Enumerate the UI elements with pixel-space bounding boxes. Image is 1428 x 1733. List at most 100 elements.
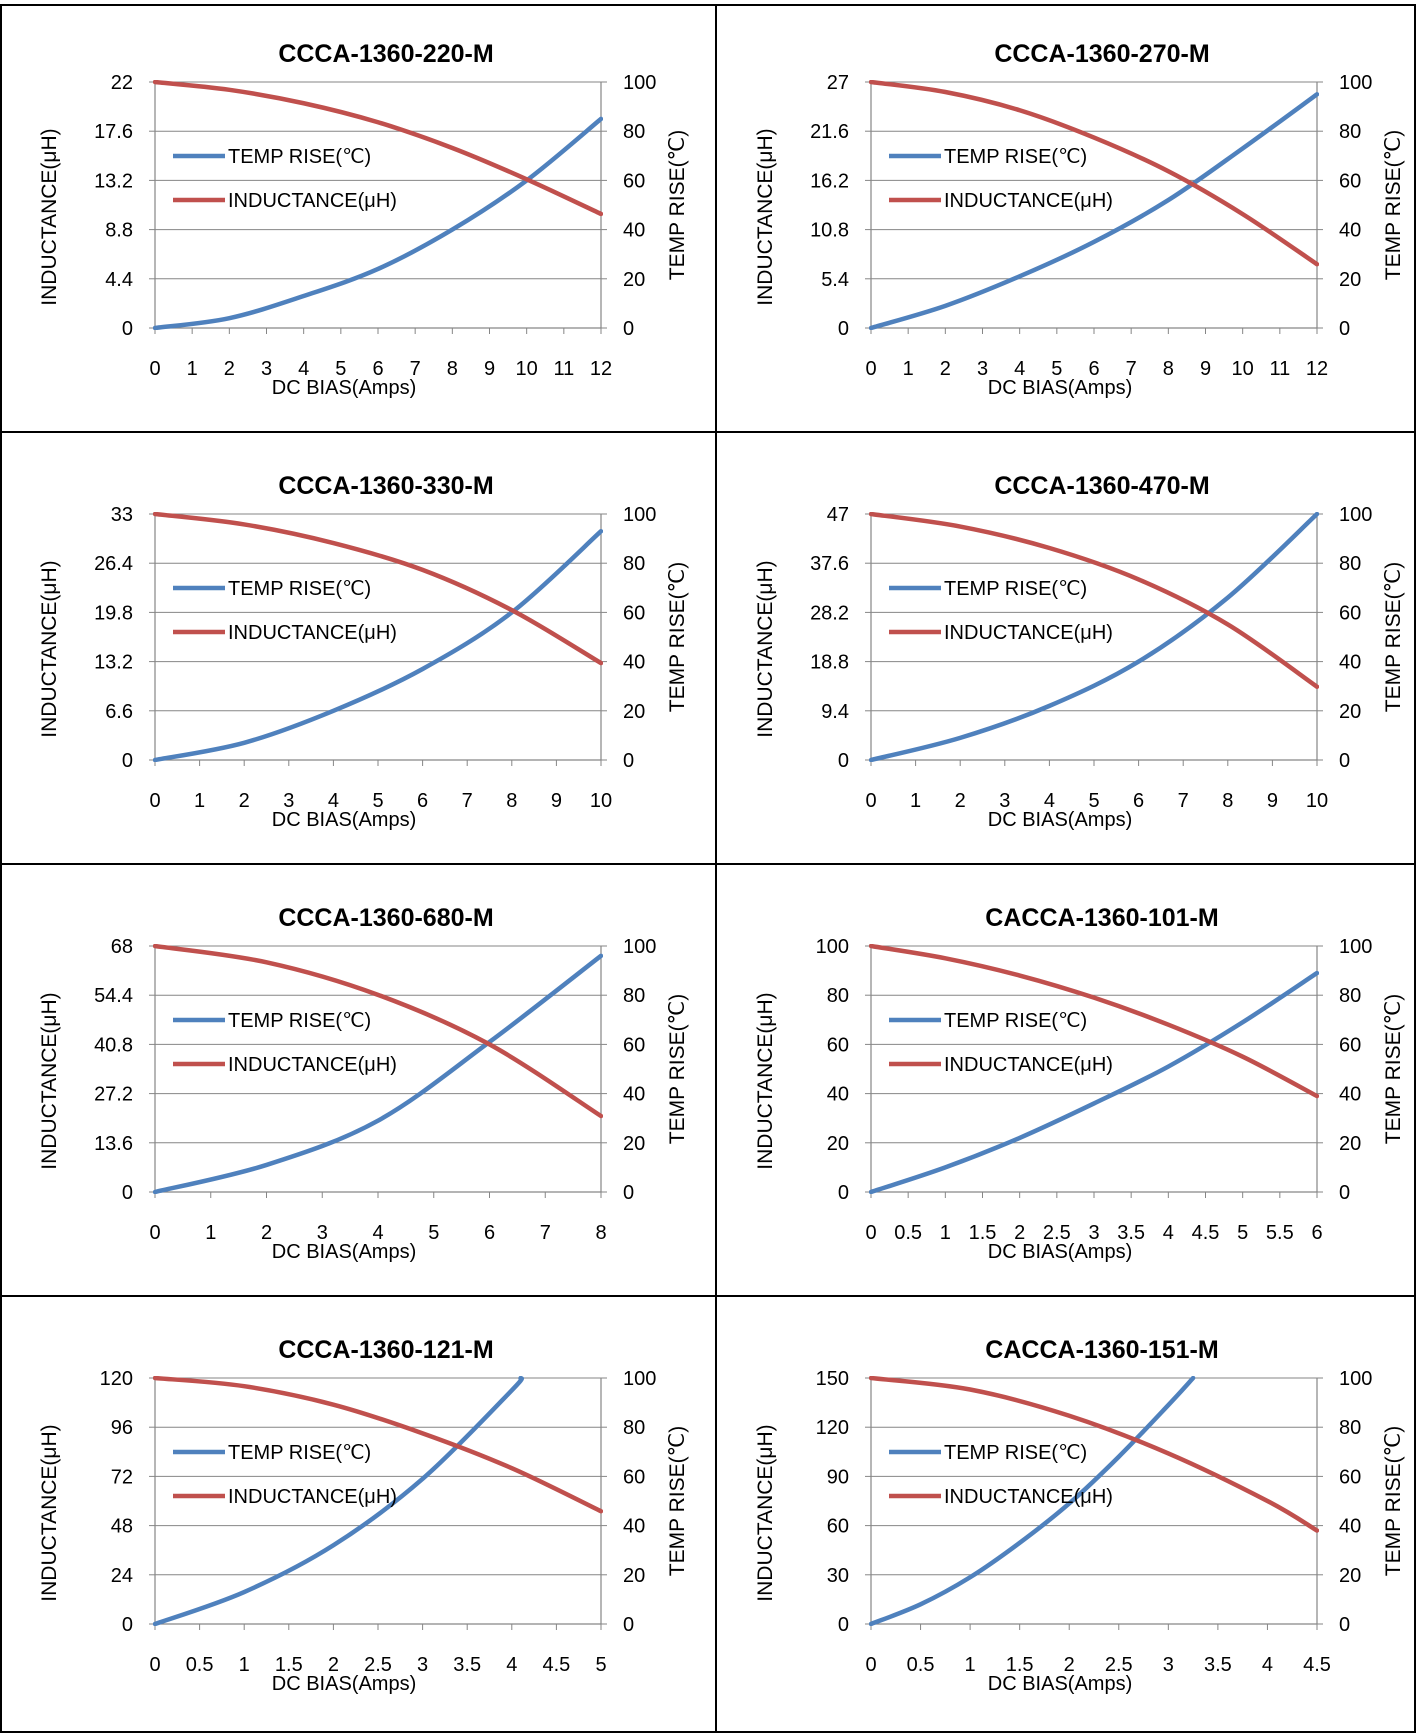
x-tick-label: 0: [149, 358, 160, 380]
y-right-tick-label: 100: [1339, 72, 1372, 94]
y-right-tick-label: 80: [1339, 985, 1361, 1007]
x-tick-label: 5: [428, 1222, 439, 1244]
legend-temp-label: TEMP RISE(℃): [944, 578, 1087, 600]
table-column-divider: [715, 4, 717, 1733]
legend-temp-label: TEMP RISE(℃): [228, 1010, 371, 1032]
temp-rise-line: [869, 92, 1319, 330]
x-tick-label: 8: [1163, 358, 1174, 380]
x-tick-label: 1.5: [1006, 1654, 1034, 1676]
x-tick-label: 3: [1088, 1222, 1099, 1244]
temp-rise-line: [153, 528, 603, 762]
legend-temp-label: TEMP RISE(℃): [944, 1442, 1087, 1464]
table-row-divider: [0, 431, 1416, 433]
y-right-tick-label: 60: [1339, 1466, 1361, 1488]
x-tick-label: 10: [1232, 358, 1254, 380]
x-tick-label: 0: [865, 1222, 876, 1244]
y-left-tick-label: 100: [816, 936, 849, 958]
y-left-tick-label: 13.2: [94, 652, 133, 674]
y-left-axis-label: INDUCTANCE(μH): [38, 1424, 61, 1601]
x-tick-label: 2: [1014, 1222, 1025, 1244]
x-tick-label: 8: [1222, 790, 1233, 812]
x-tick-label: 5.5: [1266, 1222, 1294, 1244]
chart-cell: CCCA-1360-680-M 0 0 13.6 20 27.2 40 40.8 60 54.4 8…: [0, 864, 716, 1296]
y-left-tick-label: 33: [111, 504, 133, 526]
x-tick-label: 4: [328, 790, 339, 812]
chart-title: CCCA-1360-270-M: [994, 40, 1209, 68]
y-left-tick-label: 40: [827, 1084, 849, 1106]
y-right-tick-label: 60: [623, 602, 645, 624]
chart-cell: CACCA-1360-151-M 0 0 30 20 60 40 90 60 120 80 150 10…: [716, 1296, 1428, 1733]
x-axis-label: DC BIAS(Amps): [272, 1241, 416, 1263]
y-left-tick-label: 16.2: [810, 170, 849, 192]
y-right-tick-label: 60: [623, 1466, 645, 1488]
x-tick-label: 2: [1064, 1654, 1075, 1676]
x-tick-label: 6: [1088, 358, 1099, 380]
y-left-tick-label: 13.6: [94, 1133, 133, 1155]
x-tick-label: 9: [1267, 790, 1278, 812]
x-tick-label: 3: [261, 358, 272, 380]
x-axis-label: DC BIAS(Amps): [988, 809, 1132, 831]
legend-inductance-label: INDUCTANCE(μH): [944, 1486, 1113, 1508]
y-left-tick-label: 40.8: [94, 1034, 133, 1056]
x-tick-label: 1.5: [275, 1654, 303, 1676]
x-tick-label: 2.5: [1105, 1654, 1133, 1676]
y-right-tick-label: 80: [623, 121, 645, 143]
y-right-tick-label: 60: [1339, 602, 1361, 624]
legend-temp-label: TEMP RISE(℃): [944, 146, 1087, 168]
x-tick-label: 1: [187, 358, 198, 380]
chart-cell: CCCA-1360-270-M 0 0 5.4 20 10.8 40 16.2 60 21.6 80…: [716, 0, 1428, 432]
table-border-bottom: [0, 1731, 1416, 1733]
y-left-axis-label: INDUCTANCE(μH): [38, 128, 61, 305]
table-border-right: [1414, 4, 1416, 1733]
legend-temp-label: TEMP RISE(℃): [228, 578, 371, 600]
y-left-tick-label: 47: [827, 504, 849, 526]
x-tick-label: 12: [1306, 358, 1328, 380]
x-tick-label: 11: [553, 358, 574, 380]
y-left-tick-label: 8.8: [105, 220, 133, 242]
x-tick-label: 0: [865, 358, 876, 380]
y-left-tick-label: 28.2: [810, 602, 849, 624]
inductance-line: [869, 1376, 1319, 1533]
x-tick-label: 3: [1163, 1654, 1174, 1676]
chart-title: CCCA-1360-470-M: [994, 472, 1209, 500]
x-tick-label: 10: [590, 790, 612, 812]
x-tick-label: 5: [595, 1654, 606, 1676]
x-axis-label: DC BIAS(Amps): [272, 377, 416, 399]
y-left-tick-label: 54.4: [94, 985, 133, 1007]
y-left-tick-label: 60: [827, 1034, 849, 1056]
x-tick-label: 1.5: [969, 1222, 997, 1244]
y-left-tick-label: 37.6: [810, 553, 849, 575]
legend-inductance-label: INDUCTANCE(μH): [228, 622, 397, 644]
x-tick-label: 7: [1178, 790, 1189, 812]
x-tick-label: 6: [372, 358, 383, 380]
y-right-tick-label: 40: [623, 652, 645, 674]
y-left-tick-label: 18.8: [810, 652, 849, 674]
y-right-tick-label: 0: [1339, 750, 1350, 772]
y-left-axis-label: INDUCTANCE(μH): [754, 1424, 777, 1601]
x-tick-label: 11: [1269, 358, 1290, 380]
y-right-tick-label: 60: [1339, 170, 1361, 192]
inductance-line: [153, 1376, 603, 1514]
y-left-tick-label: 0: [838, 318, 849, 340]
chart-title: CCCA-1360-680-M: [278, 904, 493, 932]
inductance-line: [869, 512, 1319, 689]
y-left-tick-label: 30: [827, 1565, 849, 1587]
y-right-tick-label: 0: [623, 750, 634, 772]
x-tick-label: 4.5: [542, 1654, 570, 1676]
y-left-tick-label: 5.4: [821, 269, 849, 291]
x-tick-label: 4.5: [1192, 1222, 1220, 1244]
y-left-axis-label: INDUCTANCE(μH): [754, 992, 777, 1169]
x-tick-label: 1: [239, 1654, 250, 1676]
y-left-tick-label: 0: [122, 1614, 133, 1636]
temp-rise-line: [869, 1376, 1196, 1626]
table-border-top: [0, 4, 1416, 6]
inductance-line: [153, 80, 603, 217]
y-left-tick-label: 21.6: [810, 121, 849, 143]
chart-title: CCCA-1360-220-M: [278, 40, 493, 68]
x-tick-label: 3.5: [1204, 1654, 1232, 1676]
y-left-tick-label: 22: [111, 72, 133, 94]
